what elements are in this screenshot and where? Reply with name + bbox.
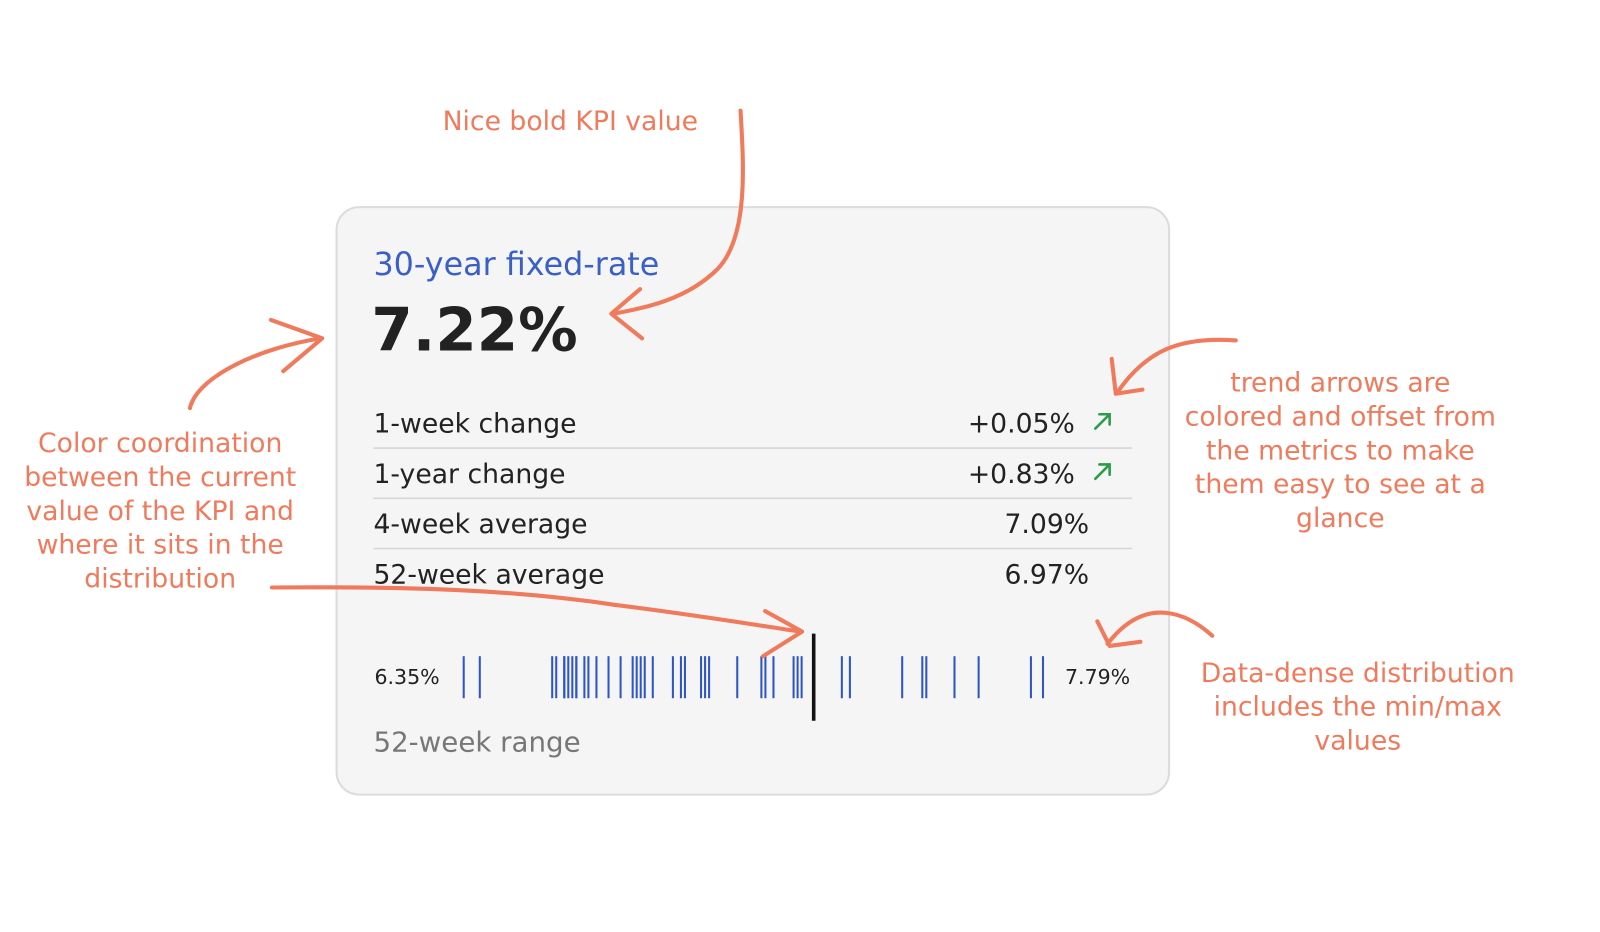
distribution-strip: 6.35% 7.79% bbox=[374, 633, 1130, 721]
annotation-text: glance bbox=[1296, 503, 1385, 534]
range-min: 6.35% bbox=[374, 665, 439, 689]
annotation-arrow bbox=[1095, 610, 1215, 648]
metric-value: 7.09% bbox=[1004, 509, 1089, 540]
annotation-arrow bbox=[269, 585, 805, 659]
metric-label: 4-week average bbox=[373, 509, 587, 540]
metric-label: 52-week average bbox=[373, 559, 604, 590]
annotation-text: the metrics to make bbox=[1206, 435, 1475, 466]
annotation-arrow bbox=[1109, 337, 1238, 396]
trend-arrow bbox=[1094, 412, 1111, 430]
metric-value: 6.97% bbox=[1004, 559, 1089, 590]
annotation-text: value of the KPI and bbox=[26, 496, 294, 527]
annotation-text: Data-dense distribution bbox=[1201, 658, 1515, 689]
metric-value: +0.83% bbox=[968, 459, 1075, 490]
card-title: 30-year fixed-rate bbox=[373, 247, 659, 283]
annotation-text: trend arrows are bbox=[1230, 368, 1450, 399]
annotation-text: Color coordination bbox=[38, 428, 282, 459]
metrics: 1-week change +0.05% 1-year change +0.83% 4-… bbox=[373, 409, 1133, 590]
annotation-text: includes the min/max bbox=[1214, 692, 1502, 723]
trend-arrow bbox=[1094, 463, 1111, 481]
annotations: Nice bold KPI value Color coordinationbet… bbox=[24, 106, 1515, 756]
annotation-text: values bbox=[1314, 725, 1401, 756]
annotation-text: them easy to see at a bbox=[1195, 469, 1486, 500]
annotation-arrow bbox=[609, 108, 745, 341]
annotation-arrow bbox=[187, 317, 325, 411]
annotation-text: between the current bbox=[24, 462, 296, 493]
metric-value: +0.05% bbox=[968, 409, 1075, 440]
range-label: 52-week range bbox=[373, 726, 580, 759]
kpi-value: 7.22% bbox=[371, 297, 577, 366]
annotation-text: distribution bbox=[84, 563, 236, 594]
annotation-text: colored and offset from bbox=[1185, 402, 1496, 433]
annotation-text: Nice bold KPI value bbox=[443, 106, 698, 137]
annotation-text: where it sits in the bbox=[37, 530, 284, 561]
range-max: 7.79% bbox=[1065, 665, 1130, 689]
kpi-card bbox=[335, 206, 1171, 796]
metric-label: 1-week change bbox=[373, 409, 576, 440]
metric-label: 1-year change bbox=[373, 459, 565, 490]
